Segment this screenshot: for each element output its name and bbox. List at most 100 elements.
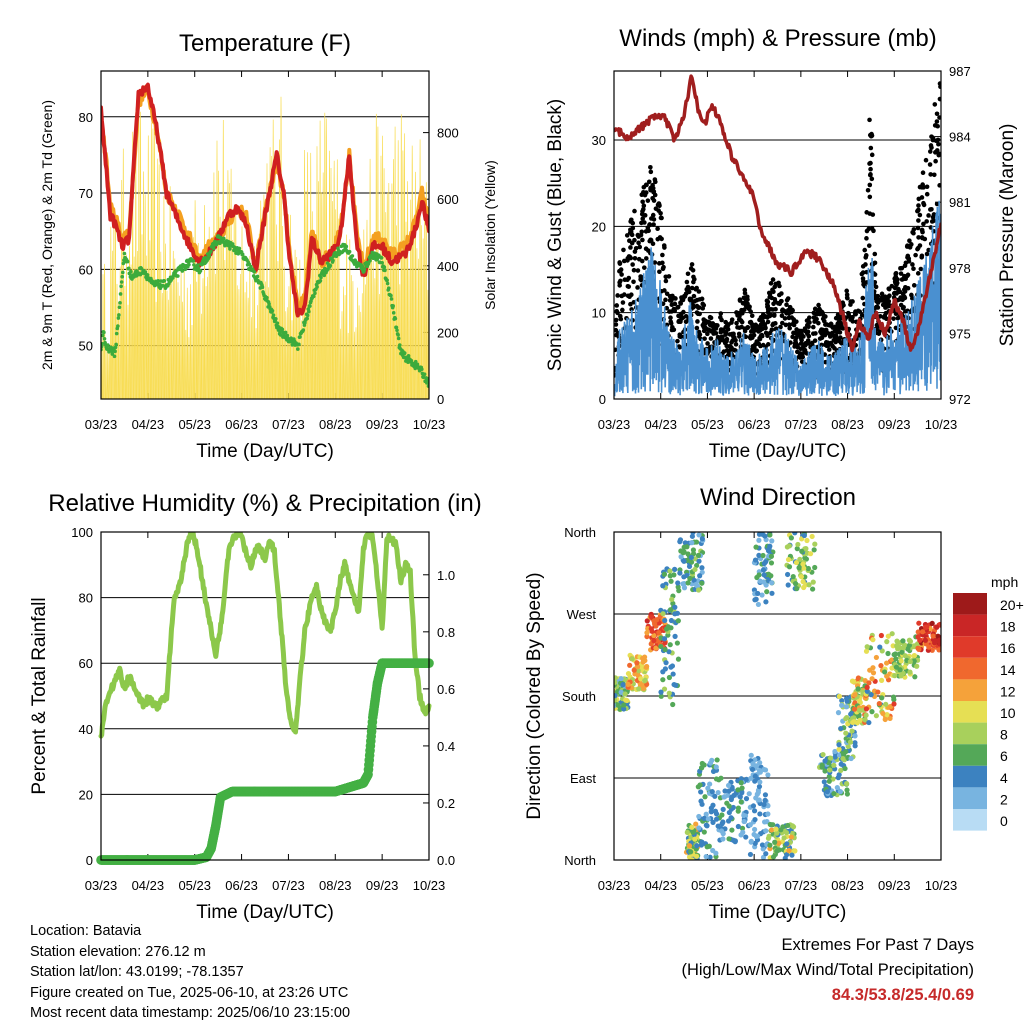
direction-point [882,716,888,723]
gust-point [643,246,649,252]
dewpoint-point [315,285,319,289]
gust-point [778,299,784,304]
direction-point [621,702,627,708]
gust-point [731,331,736,337]
direction-point [882,669,888,675]
dewpoint-point [249,264,253,269]
direction-point [897,667,903,673]
gust-point [855,308,861,314]
dewpoint-point [113,349,117,354]
rh-y2tick-label: 0.8 [437,625,455,640]
gust-point [821,331,827,337]
direction-point [699,536,705,542]
direction-point [635,668,641,674]
gust-point [911,283,917,288]
direction-point [627,662,633,668]
gust-point [751,328,757,334]
gust-point [614,347,618,353]
gust-point [937,96,941,102]
gust-point [860,264,866,269]
dewpoint-point [116,324,120,328]
direction-point [894,638,900,644]
rh-ytick-label: 60 [79,656,93,671]
gust-point [805,329,811,334]
gust-point [644,256,649,261]
gust-point [789,315,795,320]
dewpoint-point [120,274,125,279]
direction-point [705,816,711,822]
dewpoint-point [102,336,107,341]
gust-point [650,212,656,218]
direction-point [863,706,870,712]
dewpoint-point [271,313,276,317]
gust-point [879,291,885,297]
gust-point [913,252,918,258]
direction-point [752,757,758,763]
direction-point [855,686,861,692]
direction-point [840,755,846,762]
gust-point [910,262,915,267]
gust-point [930,214,936,220]
gust-point [617,313,623,319]
direction-point [843,716,849,722]
direction-point [783,830,790,836]
direction-point [697,782,703,788]
direction-point [785,582,791,588]
gust-point [865,187,871,193]
gust-point [640,199,645,205]
direction-point [762,533,768,539]
gust-point [655,236,661,242]
winds-xlabel: Time (Day/UTC) [709,441,847,462]
direction-point [867,667,873,673]
direction-point [826,778,832,784]
gust-point [688,266,694,271]
temp-y2tick-label: 400 [437,259,459,274]
winds-ytick-label: 20 [592,219,606,234]
direction-point [790,573,796,580]
direction-point [826,773,832,780]
gust-point [649,216,654,221]
dewpoint-point [305,316,309,321]
gust-point [812,319,817,324]
temp-y2tick-label: 0 [437,392,444,407]
gust-point [770,322,775,328]
dir-ytick-label: North [564,853,596,868]
direction-point [752,773,758,779]
direction-point [741,812,747,818]
direction-point [672,566,678,572]
humidity-xtick-label: 04/23 [132,878,165,893]
direction-point [696,587,702,593]
dewpoint-point [270,308,275,313]
direction-point [668,664,674,670]
gust-point [724,348,730,353]
temp-y2tick-label: 600 [437,192,459,207]
direction-point [738,832,744,838]
gust-point [886,298,892,304]
gust-point [816,302,821,308]
direction-point [864,688,870,694]
direction-point [839,702,845,708]
direction-point [661,686,668,692]
gust-point [740,300,746,306]
dewpoint-point [380,260,384,265]
gust-point [799,328,804,334]
direction-point [936,647,941,653]
dewpoint-point [308,304,312,308]
humidity-xtick-label: 06/23 [225,878,258,893]
direction-point [749,766,756,773]
colorbar-label: 0 [1000,813,1008,829]
direction-point [667,642,673,648]
winds-chart: Winds (mph) & Pressure (mb) Time (Day/UTC… [545,25,1018,462]
gust-point [788,340,793,345]
direction-point [755,590,761,597]
direction-point [848,711,854,717]
dewpoint-point [206,256,211,261]
dewpoint-point [118,292,123,296]
gust-point [903,260,909,266]
direction-point [658,643,664,650]
gust-point [650,241,656,247]
direction-point [760,854,767,860]
direction-point [692,556,698,562]
gust-point [867,182,873,188]
direction-point [643,664,649,670]
